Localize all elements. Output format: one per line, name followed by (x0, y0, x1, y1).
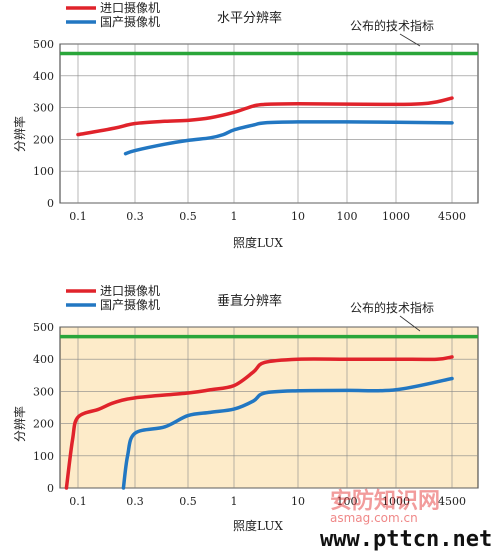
x-tick-label: 1000 (382, 210, 410, 223)
y-tick-label: 0 (47, 482, 54, 495)
x-tick-label: 0.1 (69, 495, 87, 508)
x-tick-label: 0.5 (179, 495, 197, 508)
x-axis-label: 照度LUX (233, 518, 283, 533)
y-tick-label: 500 (33, 38, 54, 51)
x-tick-label: 1 (231, 495, 238, 508)
legend-label-import: 进口摄像机 (100, 0, 160, 15)
horizontal-resolution-chart: 0 100 200 300 400 500 0.1 0.3 0.5 1 10 100 1000 4500… (12, 0, 479, 250)
reference-label-pointer (399, 33, 421, 47)
x-tick-label: 10 (291, 495, 305, 508)
x-tick-label: 0.3 (126, 210, 144, 223)
y-tick-label: 300 (33, 102, 54, 115)
legend: 进口摄像机 国产摄像机 (66, 0, 160, 29)
vertical-resolution-chart: 0 100 200 300 400 500 0.1 0.3 0.5 1 10 100 1000 4500… (12, 283, 479, 533)
x-tick-labels: 0.1 0.3 0.5 1 10 100 1000 4500 (69, 495, 466, 508)
series-line-import (76, 96, 454, 137)
x-tick-label: 4500 (438, 495, 466, 508)
x-tick-label: 0.3 (126, 495, 144, 508)
y-axis-label: 分辨率 (12, 406, 27, 442)
y-tick-label: 200 (33, 133, 54, 146)
x-tick-label: 100 (337, 210, 358, 223)
y-tick-label: 100 (33, 450, 54, 463)
x-tick-labels: 0.1 0.3 0.5 1 10 100 1000 4500 (69, 210, 466, 223)
y-tick-label: 0 (47, 197, 54, 210)
x-axis-label: 照度LUX (233, 235, 283, 250)
grid (60, 43, 478, 204)
x-tick-label: 1000 (382, 495, 410, 508)
legend-label-domestic: 国产摄像机 (100, 14, 160, 29)
series-line-domestic (123, 120, 454, 156)
x-tick-label: 0.5 (179, 210, 197, 223)
y-tick-label: 200 (33, 418, 54, 431)
y-tick-label: 400 (33, 70, 54, 83)
watermark: 安防知识网 asmag.com.cn www.pttcn.net (320, 488, 492, 552)
reference-label-pointer (399, 315, 421, 332)
series-lines (76, 96, 454, 156)
y-axis-label: 分辨率 (12, 116, 27, 152)
chart-title: 垂直分辨率 (217, 293, 282, 309)
watermark-url: www.pttcn.net (320, 527, 492, 552)
x-tick-label: 1 (231, 210, 238, 223)
y-tick-labels: 0 100 200 300 400 500 (33, 38, 54, 210)
x-tick-label: 100 (337, 495, 358, 508)
reference-line-label: 公布的技术指标 (350, 18, 434, 33)
y-tick-label: 100 (33, 165, 54, 178)
legend-label-domestic: 国产摄像机 (100, 297, 160, 312)
series-line-import (64, 355, 454, 490)
reference-line-label: 公布的技术指标 (350, 300, 434, 315)
y-tick-label: 500 (33, 321, 54, 334)
y-tick-labels: 0 100 200 300 400 500 (33, 321, 54, 495)
watermark-site-domain: asmag.com.cn (330, 511, 418, 525)
y-tick-label: 300 (33, 385, 54, 398)
series-line-domestic (121, 376, 454, 490)
x-tick-label: 0.1 (69, 210, 87, 223)
y-tick-label: 400 (33, 353, 54, 366)
watermark-site-name: 安防知识网 (330, 488, 440, 514)
plot-area (59, 326, 479, 489)
legend-label-import: 进口摄像机 (100, 283, 160, 298)
chart-title: 水平分辨率 (217, 10, 282, 26)
legend: 进口摄像机 国产摄像机 (66, 283, 160, 312)
series-lines (64, 355, 454, 490)
x-tick-label: 10 (291, 210, 305, 223)
x-tick-label: 4500 (438, 210, 466, 223)
